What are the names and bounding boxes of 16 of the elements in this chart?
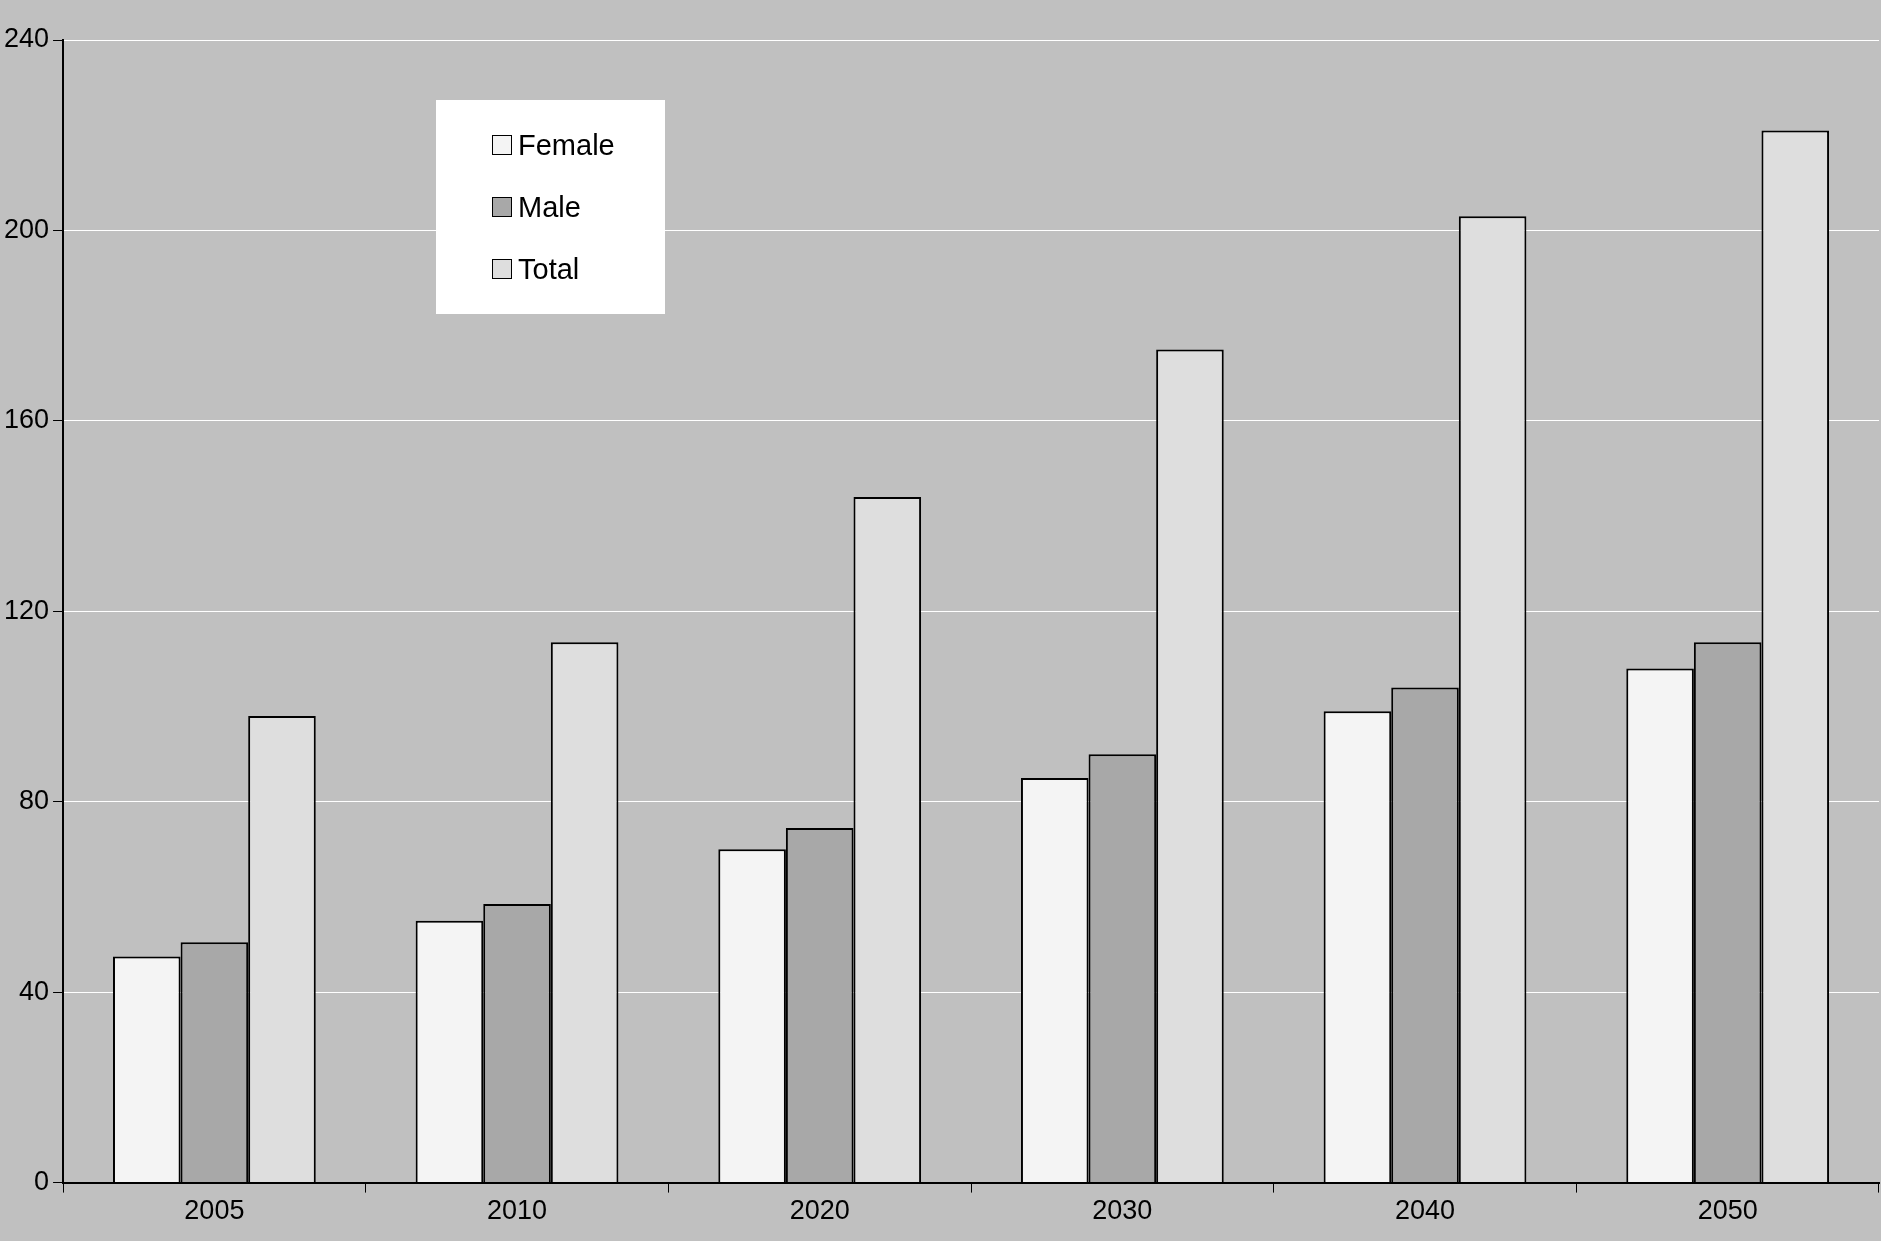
y-tick-label: 120: [3, 594, 50, 625]
x-tick-label: 2030: [1092, 1195, 1153, 1226]
legend-label: Total: [518, 252, 580, 287]
y-tick-label: 160: [3, 404, 50, 435]
y-tick-label: 0: [34, 1166, 50, 1197]
x-tick-label: 2050: [1697, 1195, 1758, 1226]
y-tick-label: 240: [3, 23, 50, 54]
legend-label: Male: [518, 190, 581, 225]
x-tick-label: 2010: [487, 1195, 548, 1226]
legend-label: Female: [518, 128, 615, 163]
y-tick-label: 80: [19, 785, 50, 816]
y-tick-label: 40: [19, 975, 50, 1006]
x-tick-label: 2005: [184, 1195, 245, 1226]
x-tick-label: 2040: [1394, 1195, 1456, 1226]
y-tick-label: 200: [3, 213, 50, 244]
x-tick-label: 2020: [789, 1195, 850, 1226]
